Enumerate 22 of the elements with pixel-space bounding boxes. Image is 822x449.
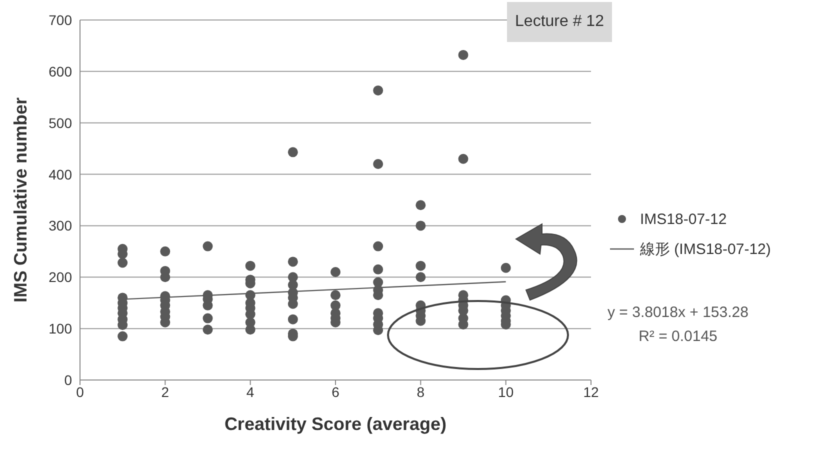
legend-label: IMS18-07-12 — [640, 210, 727, 228]
x-tick-label: 0 — [76, 384, 84, 400]
legend-label: 線形 (IMS18-07-12) — [640, 240, 771, 258]
text: y = 3.8018x + 153.28 — [608, 304, 748, 321]
x-tick-label: 12 — [583, 384, 599, 400]
x-tick-label: 8 — [416, 384, 425, 400]
text: R² = 0.0145 — [638, 328, 718, 345]
y-axis-title: IMS Cumulative number — [10, 97, 30, 303]
x-tick-label: 4 — [246, 384, 254, 400]
y-tick-label: 500 — [48, 114, 72, 131]
x-tick-label: 10 — [498, 384, 514, 400]
x-tick-label: 6 — [332, 384, 340, 400]
y-tick-label: 0 — [64, 372, 72, 388]
y-tick-label: 200 — [48, 269, 72, 286]
x-tick-label: 2 — [161, 384, 170, 400]
y-tick-label: 400 — [48, 166, 72, 182]
x-axis-title: Creativity Score (average) — [224, 414, 447, 434]
y-tick-label: 100 — [48, 320, 72, 337]
annotation: Lecture # 12 — [515, 13, 604, 31]
y-tick-label: 300 — [48, 218, 72, 234]
y-tick-label: 700 — [48, 12, 72, 28]
y-tick-label: 600 — [48, 63, 72, 80]
